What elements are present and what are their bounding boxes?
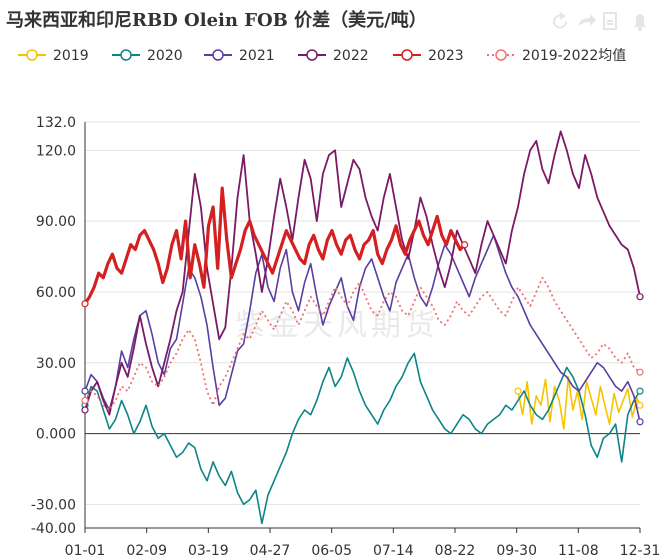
legend-item-0[interactable]: 2019 [18, 48, 89, 64]
series-point [81, 406, 89, 414]
x-tick-label: 08-22 [435, 543, 476, 559]
series-point [81, 396, 89, 405]
y-tick-label: 0.000 [36, 427, 76, 443]
series-point [514, 387, 522, 395]
x-tick-label: 02-09 [126, 543, 167, 559]
x-tick-label: 04-27 [250, 543, 291, 559]
series-point [636, 418, 644, 426]
x-tick-label: 07-14 [373, 543, 414, 559]
legend-marker [120, 49, 132, 61]
y-tick-label: 120.0 [36, 143, 76, 159]
series-point [461, 241, 469, 249]
series-line-4 [83, 186, 466, 305]
legend-marker [306, 49, 318, 61]
series-point [636, 368, 644, 376]
series-line-3 [84, 130, 641, 416]
legend-item-2[interactable]: 2021 [204, 48, 275, 64]
bell-icon[interactable] [634, 14, 646, 31]
legend-label: 2019 [53, 48, 89, 64]
legend-label: 2022 [333, 48, 369, 64]
legend-marker [26, 49, 38, 61]
y-tick-label: 60.00 [36, 285, 76, 301]
save-image-icon[interactable] [603, 12, 617, 30]
share-icon[interactable] [578, 14, 596, 26]
series-line-0 [517, 376, 641, 430]
legend-label: 2019-2022均值 [522, 48, 626, 64]
chart-toolbox[interactable] [548, 10, 668, 32]
legend-marker [212, 49, 224, 61]
series-line-2 [84, 234, 641, 422]
series-point [636, 401, 644, 409]
legend-item-1[interactable]: 2020 [112, 48, 183, 64]
restore-icon[interactable] [553, 12, 567, 29]
y-tick-label: -30.00 [31, 497, 76, 513]
series-point [636, 293, 644, 301]
x-tick-label: 06-05 [311, 543, 352, 559]
series-line-5 [84, 276, 641, 411]
watermark: 紫金天风期货 [235, 308, 439, 343]
series-point [81, 300, 89, 308]
y-tick-label: 30.00 [36, 356, 76, 372]
legend-item-4[interactable]: 2023 [393, 48, 464, 64]
x-tick-label: 09-30 [496, 543, 537, 559]
legend-item-3[interactable]: 2022 [298, 48, 369, 64]
legend-marker [401, 49, 413, 61]
series-point [636, 387, 644, 395]
legend-marker [495, 49, 507, 61]
legend-item-5[interactable]: 2019-2022均值 [487, 48, 626, 64]
x-tick-label: 01-01 [65, 543, 106, 559]
legend-label: 2020 [147, 48, 183, 64]
y-tick-label: -40.00 [31, 521, 76, 537]
y-tick-label: 90.00 [36, 214, 76, 230]
x-tick-label: 12-31 [620, 543, 661, 559]
series-point [81, 387, 89, 395]
x-tick-label: 11-08 [558, 543, 599, 559]
chart-legend[interactable]: 2019 2020 2021 2022 2023 2019-2022均值 [0, 44, 670, 66]
chart-title: 马来西亚和印尼RBD Olein FOB 价差（美元/吨） [6, 10, 427, 31]
x-tick-label: 03-19 [188, 543, 229, 559]
y-tick-label: 132.0 [36, 115, 76, 131]
series-line-1 [84, 352, 641, 525]
legend-label: 2021 [239, 48, 275, 64]
legend-label: 2023 [428, 48, 464, 64]
